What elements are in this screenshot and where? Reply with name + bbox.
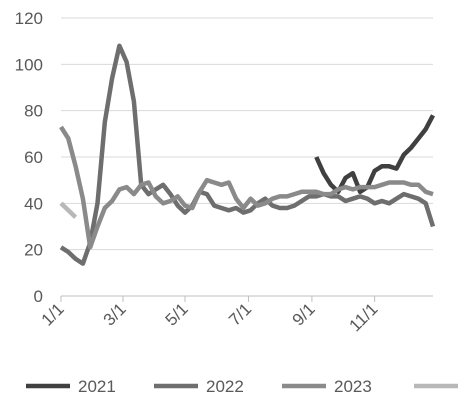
- y-tick-label: 60: [24, 148, 43, 167]
- legend-label-2021: 2021: [78, 377, 116, 396]
- x-tick-label: 3/1: [100, 299, 130, 329]
- legend-label-2022: 2022: [206, 377, 244, 396]
- y-tick-label: 80: [24, 102, 43, 121]
- series-line-2021: [314, 114, 435, 195]
- x-tick-label: 7/1: [225, 299, 255, 329]
- series-line-2022: [59, 43, 436, 266]
- y-tick-label: 120: [15, 9, 43, 28]
- x-axis-ticks: 1/1 3/1 5/1 7/1 9/1 11/1: [38, 296, 382, 335]
- y-tick-label: 100: [15, 55, 43, 74]
- legend-label-2023: 2023: [334, 377, 372, 396]
- legend: 2021202220232024: [26, 377, 458, 396]
- x-tick-label: 9/1: [289, 299, 319, 329]
- series-lines: [59, 43, 436, 266]
- x-tick-label: 5/1: [162, 299, 192, 329]
- y-axis-ticks: 0 20 40 60 80 100 120: [15, 9, 43, 306]
- x-tick-label: 11/1: [346, 299, 382, 335]
- series-line-2023: [59, 125, 434, 250]
- y-tick-label: 20: [24, 241, 43, 260]
- y-tick-label: 40: [24, 194, 43, 213]
- y-tick-label: 0: [34, 287, 43, 306]
- y-gridlines: [61, 17, 433, 251]
- series-line-2024: [59, 201, 78, 219]
